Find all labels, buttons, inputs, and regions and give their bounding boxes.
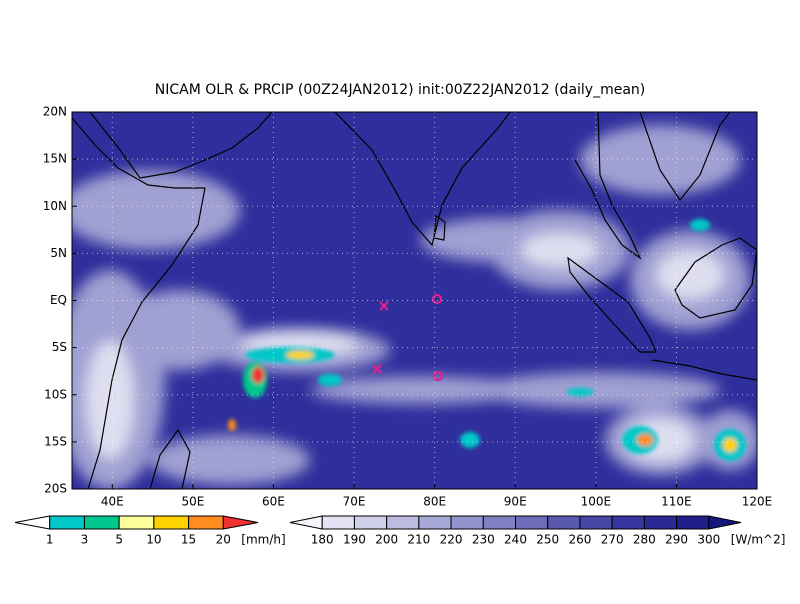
colorbar-segment (153, 515, 190, 530)
colorbar-label: 290 (665, 533, 688, 547)
markers (372, 293, 444, 382)
colorbar-label: 250 (536, 533, 559, 547)
colorbar-label: 240 (504, 533, 527, 547)
colorbar-segment (450, 515, 484, 530)
colorbar-segment (643, 515, 678, 530)
colorbar-label: 300 (697, 533, 720, 547)
precip-spots (228, 219, 746, 461)
colorbar-label: 270 (601, 533, 624, 547)
colorbar-label: 15 (181, 533, 196, 547)
colorbar-segment (353, 515, 388, 530)
colorbar-label: 210 (407, 533, 430, 547)
colorbar-segment (386, 515, 420, 530)
y-tick-label: 5S (52, 340, 67, 354)
colorbar-segment (611, 515, 645, 530)
colorbar-label: 1 (46, 533, 54, 547)
colorbar-segment (515, 515, 549, 530)
x-tick-label: 60E (262, 495, 285, 509)
colorbar-segment (188, 515, 224, 530)
y-tick-label: 10N (43, 199, 67, 213)
colorbar-unit: [mm/h] (241, 533, 285, 547)
colorbar-label: 5 (115, 533, 123, 547)
colorbar-label: 260 (568, 533, 591, 547)
colorbar-segment (482, 515, 516, 530)
colorbar-segment (49, 515, 85, 530)
x-tick-label: 90E (504, 495, 527, 509)
colorbar-label: 280 (633, 533, 656, 547)
colorbar-tip (708, 515, 742, 530)
x-tick-label: 70E (343, 495, 366, 509)
colorbar-tip (14, 515, 51, 530)
y-tick-label: 10S (44, 387, 67, 401)
colorbar-label: 20 (216, 533, 231, 547)
colorbar-label: 190 (343, 533, 366, 547)
colorbar-tip (289, 515, 323, 530)
colorbar-label: 230 (472, 533, 495, 547)
x-tick-label: 120E (742, 495, 773, 509)
x-tick-label: 50E (181, 495, 204, 509)
cloud-field (72, 112, 757, 489)
colorbar-label: 3 (81, 533, 89, 547)
colorbar-segment (579, 515, 613, 530)
y-tick-label: 5N (50, 246, 67, 260)
x-tick-label: 80E (423, 495, 446, 509)
colorbar-label: 10 (146, 533, 161, 547)
x-tick-label: 110E (661, 495, 692, 509)
colorbar-segment (418, 515, 452, 530)
y-tick-label: 20N (43, 105, 67, 119)
colorbar-tip (222, 515, 259, 530)
colorbar-label: 200 (375, 533, 398, 547)
grid (72, 112, 757, 489)
x-tick-label: 100E (581, 495, 612, 509)
colorbar-segment (83, 515, 120, 530)
coastlines (72, 112, 757, 489)
y-tick-label: 15N (43, 152, 67, 166)
colorbar-segment (676, 515, 710, 530)
y-tick-label: 15S (44, 434, 67, 448)
colorbar-label: 180 (311, 533, 334, 547)
map-title: NICAM OLR & PRCIP (00Z24JAN2012) init:00… (155, 82, 646, 98)
colorbar-label: 220 (440, 533, 463, 547)
colorbar-segment (321, 515, 355, 530)
colorbar-segment (547, 515, 581, 530)
colorbar-unit: [W/m^2] (731, 533, 786, 547)
y-tick-label: EQ (50, 293, 67, 307)
colorbar-segment (118, 515, 155, 530)
x-tick-label: 40E (101, 495, 124, 509)
y-tick-label: 20S (44, 482, 67, 496)
